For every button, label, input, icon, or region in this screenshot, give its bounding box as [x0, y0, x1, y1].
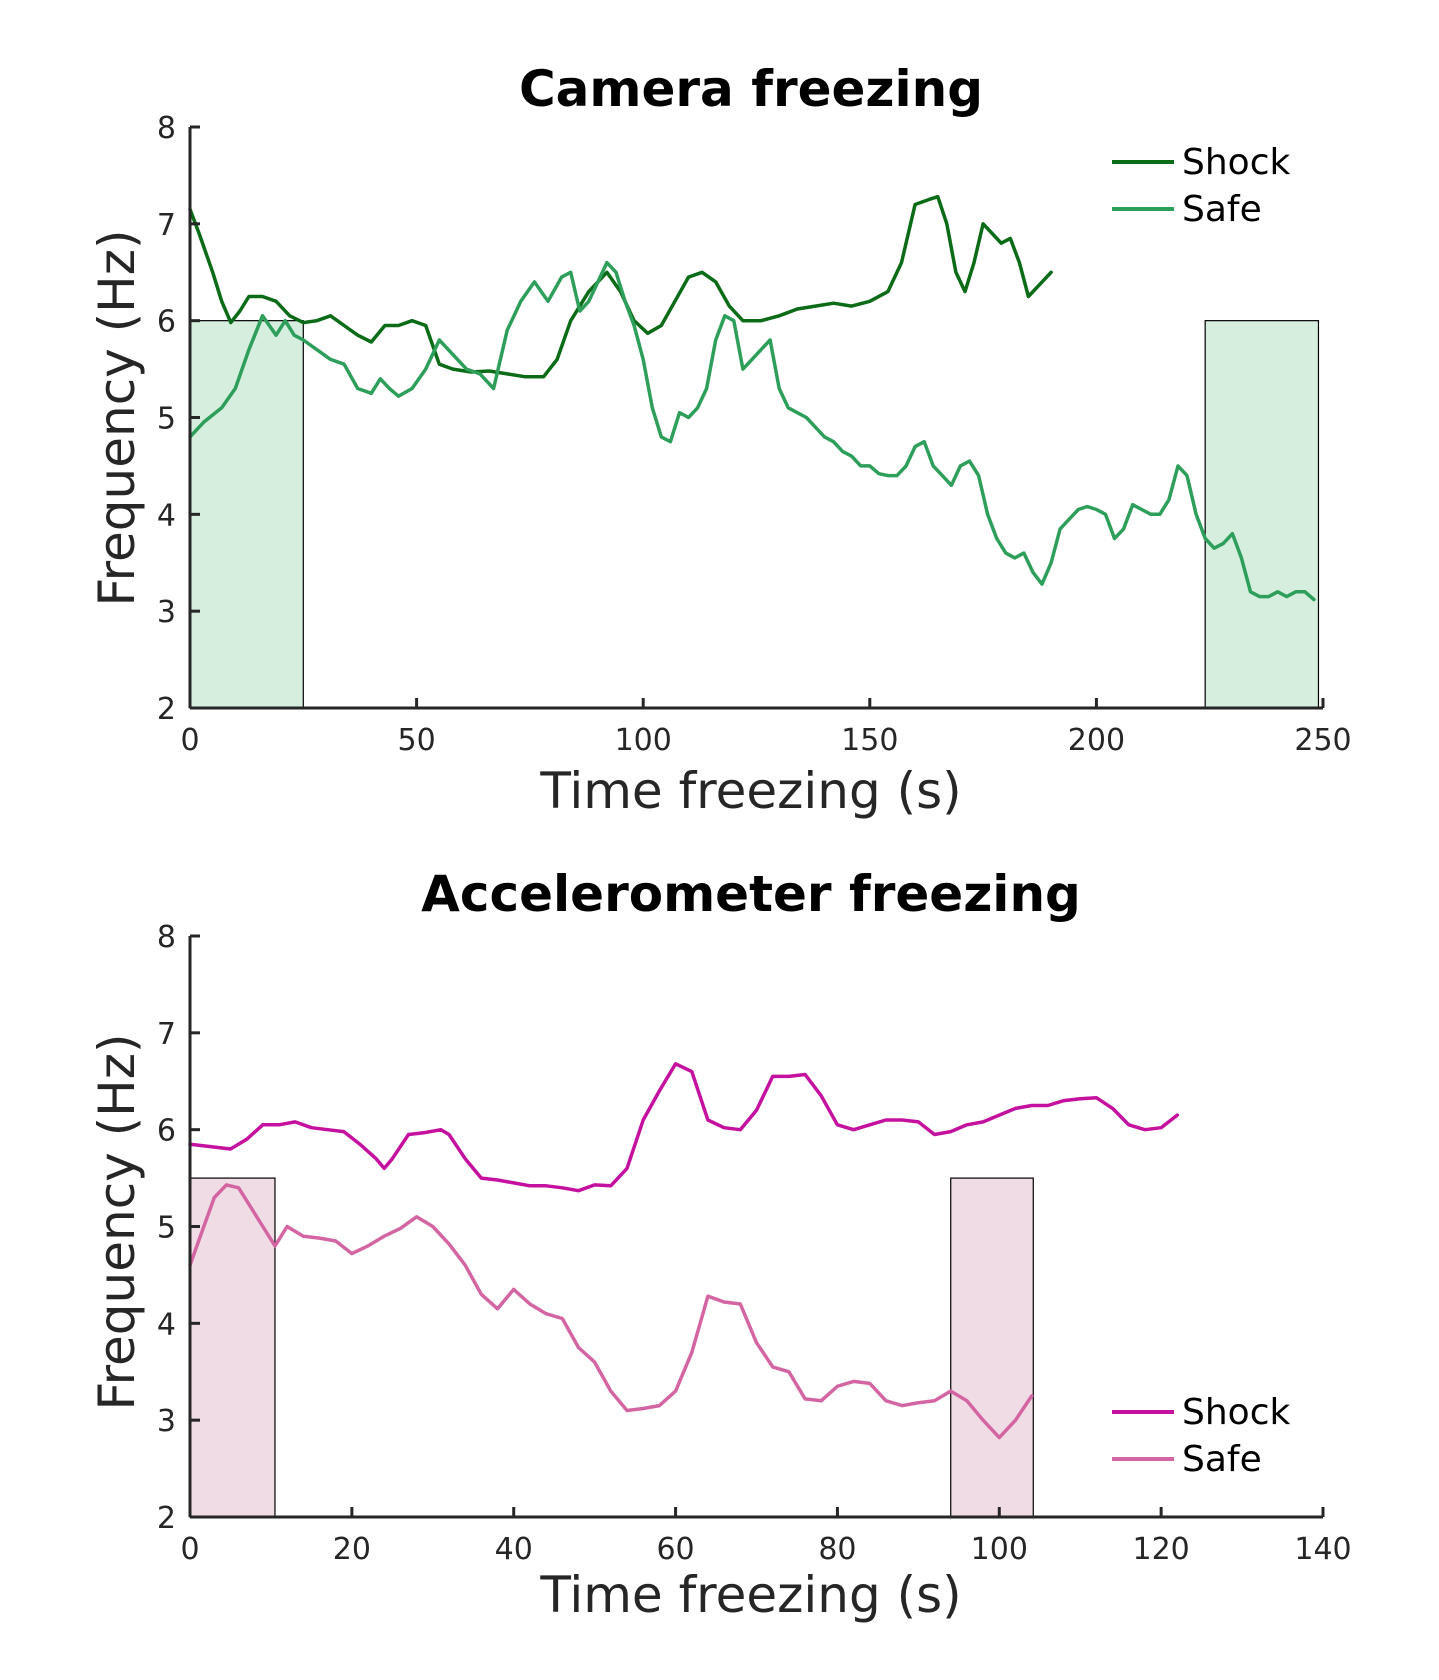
- shaded-region-2: [1204, 320, 1320, 709]
- x-tick-label: 0: [180, 723, 199, 758]
- x-tick-label: 100: [971, 1532, 1028, 1567]
- series-lines: [188, 1062, 1180, 1440]
- x-tick-label: 100: [615, 723, 672, 758]
- y-tick-label: 5: [157, 1211, 176, 1246]
- chart-title: Accelerometer freezing: [421, 865, 1081, 923]
- y-axis-label: Frequency (Hz): [88, 229, 146, 606]
- x-tick-label: 250: [1294, 723, 1351, 758]
- y-tick-label: 4: [157, 1307, 176, 1342]
- series-safe-line: [188, 260, 1316, 602]
- y-tick-label: 5: [157, 402, 176, 437]
- series-safe-line: [188, 1183, 1034, 1440]
- x-tick-label: 40: [495, 1532, 533, 1567]
- shaded-region-1: [189, 320, 304, 709]
- y-axis-label: Frequency (Hz): [88, 1033, 146, 1410]
- x-tick-label: 60: [656, 1532, 694, 1567]
- shaded-regions: [189, 1177, 1034, 1518]
- x-tick-label: 50: [398, 723, 436, 758]
- y-tick-label: 3: [157, 595, 176, 630]
- x-tick-label: 20: [333, 1532, 371, 1567]
- y-tick-label: 7: [157, 1017, 176, 1052]
- shaded-regions: [189, 320, 1320, 709]
- x-tick-label: 80: [818, 1532, 856, 1567]
- accelerometer-freezing-chart: Accelerometer freezing 0 20 40 60 80 100 120 14…: [88, 865, 1352, 1624]
- y-tick-label: 6: [157, 1114, 176, 1149]
- y-tick-label: 7: [157, 208, 176, 243]
- x-tick-label: 120: [1133, 1532, 1190, 1567]
- x-axis-label: Time freezing (s): [539, 1566, 961, 1624]
- tick-labels: 0 50 100 150 200 250 2 3 4 5 6 7 8: [157, 111, 1352, 758]
- tick-labels: 0 20 40 60 80 100 120 140 2 3 4 5 6 7 8: [157, 920, 1352, 1567]
- axes: [188, 125, 1325, 710]
- legend: Shock Safe: [1112, 142, 1290, 230]
- axes: [188, 934, 1325, 1519]
- x-tick-label: 200: [1068, 723, 1125, 758]
- legend-label-shock: Shock: [1182, 1392, 1290, 1433]
- camera-freezing-chart: Camera freezing 0 50 100 150 200 250 2 3 4 5 6 7 8 T…: [88, 60, 1352, 820]
- x-axis-label: Time freezing (s): [539, 762, 961, 820]
- x-tick-label: 150: [841, 723, 898, 758]
- legend: Shock Safe: [1112, 1392, 1290, 1480]
- series-shock-line: [188, 1062, 1180, 1193]
- x-tick-label: 140: [1294, 1532, 1351, 1567]
- x-tick-label: 0: [180, 1532, 199, 1567]
- y-tick-label: 8: [157, 111, 176, 146]
- y-tick-label: 4: [157, 498, 176, 533]
- y-tick-label: 2: [157, 1501, 176, 1536]
- legend-label-safe: Safe: [1182, 1439, 1262, 1480]
- shaded-region-2: [950, 1177, 1034, 1518]
- chart-title: Camera freezing: [519, 60, 983, 118]
- legend-label-shock: Shock: [1182, 142, 1290, 183]
- y-tick-label: 3: [157, 1404, 176, 1439]
- legend-label-safe: Safe: [1182, 189, 1262, 230]
- y-tick-label: 6: [157, 305, 176, 340]
- y-tick-label: 8: [157, 920, 176, 955]
- series-lines: [188, 194, 1316, 602]
- y-tick-label: 2: [157, 692, 176, 727]
- shaded-region-1: [189, 1177, 276, 1518]
